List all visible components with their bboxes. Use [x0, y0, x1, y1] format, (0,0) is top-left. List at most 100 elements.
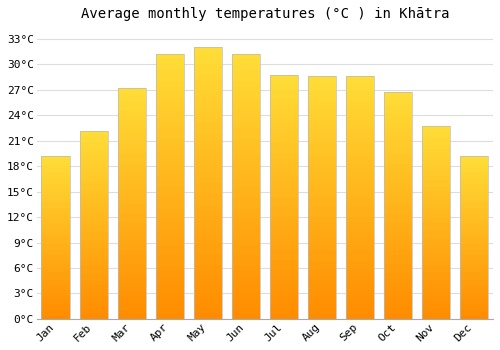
Bar [346, 86, 374, 91]
Bar [384, 223, 412, 228]
Bar [80, 285, 108, 289]
Bar [346, 275, 374, 280]
Bar [308, 168, 336, 173]
Bar [194, 96, 222, 102]
Bar [80, 172, 108, 176]
Bar [156, 276, 184, 282]
Bar [80, 270, 108, 274]
Bar [308, 217, 336, 222]
Bar [80, 236, 108, 240]
Bar [384, 164, 412, 169]
Bar [156, 287, 184, 293]
Bar [270, 285, 298, 289]
Bar [308, 183, 336, 188]
Bar [118, 291, 146, 296]
Bar [194, 129, 222, 134]
Bar [308, 227, 336, 232]
Bar [270, 133, 298, 138]
Bar [156, 112, 184, 118]
Bar [346, 144, 374, 149]
Bar [460, 316, 488, 319]
Bar [118, 93, 146, 97]
Bar [308, 76, 336, 81]
Bar [384, 269, 412, 273]
Bar [308, 202, 336, 207]
Bar [460, 172, 488, 176]
Bar [232, 298, 260, 303]
Bar [194, 254, 222, 259]
Bar [460, 228, 488, 231]
Bar [42, 273, 70, 276]
Bar [270, 143, 298, 148]
Bar [384, 282, 412, 287]
Bar [194, 221, 222, 226]
Bar [80, 149, 108, 153]
Bar [232, 239, 260, 245]
Bar [42, 192, 70, 195]
Bar [156, 176, 184, 181]
Bar [118, 231, 146, 236]
Bar [194, 286, 222, 292]
Bar [460, 283, 488, 286]
Bar [232, 86, 260, 91]
Bar [422, 273, 450, 277]
Bar [308, 280, 336, 285]
Bar [384, 214, 412, 219]
Bar [422, 130, 450, 133]
Bar [422, 257, 450, 261]
Bar [42, 176, 70, 179]
Bar [194, 281, 222, 286]
Bar [270, 84, 298, 89]
Bar [384, 96, 412, 101]
Bar [232, 276, 260, 282]
Bar [346, 212, 374, 217]
Bar [308, 309, 336, 314]
Bar [422, 292, 450, 296]
Bar [80, 195, 108, 198]
Bar [42, 172, 70, 176]
Bar [346, 232, 374, 236]
Bar [346, 266, 374, 270]
Bar [422, 230, 450, 234]
Bar [422, 280, 450, 284]
Bar [80, 131, 108, 319]
Bar [460, 186, 488, 189]
Bar [42, 237, 70, 241]
Bar [384, 114, 412, 119]
Bar [422, 149, 450, 153]
Bar [194, 80, 222, 85]
Bar [460, 162, 488, 166]
Bar [384, 210, 412, 214]
Bar [270, 187, 298, 192]
Bar [80, 300, 108, 304]
Bar [460, 215, 488, 218]
Bar [346, 241, 374, 246]
Bar [156, 123, 184, 128]
Bar [460, 254, 488, 257]
Bar [346, 154, 374, 159]
Bar [80, 131, 108, 319]
Bar [194, 265, 222, 270]
Bar [42, 159, 70, 162]
Bar [156, 139, 184, 144]
Bar [270, 119, 298, 124]
Bar [308, 164, 336, 168]
Bar [80, 164, 108, 168]
Bar [194, 48, 222, 53]
Bar [194, 259, 222, 265]
Bar [460, 237, 488, 241]
Bar [308, 285, 336, 290]
Bar [232, 213, 260, 218]
Bar [118, 277, 146, 282]
Bar [384, 292, 412, 296]
Bar [422, 126, 450, 130]
Bar [42, 270, 70, 273]
Bar [308, 236, 336, 241]
Bar [384, 105, 412, 110]
Bar [460, 260, 488, 264]
Bar [118, 148, 146, 153]
Bar [346, 188, 374, 193]
Bar [80, 138, 108, 142]
Bar [270, 289, 298, 294]
Bar [422, 238, 450, 241]
